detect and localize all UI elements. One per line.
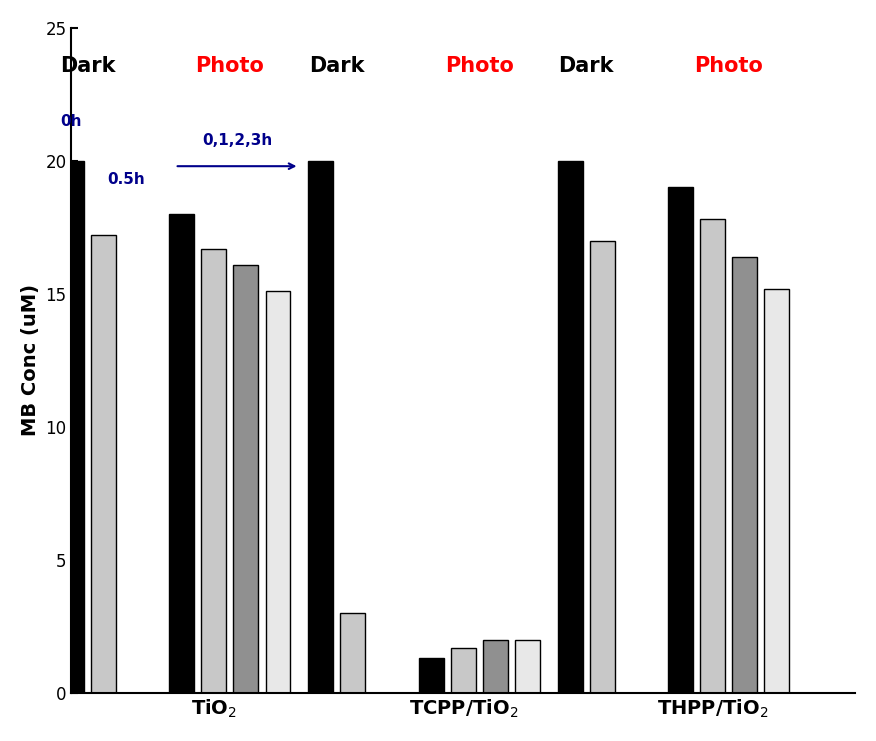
Bar — [91, 236, 116, 693]
Bar — [590, 241, 615, 693]
Bar — [201, 249, 226, 693]
Bar — [419, 659, 443, 693]
Text: Dark: Dark — [558, 56, 614, 76]
Bar — [451, 648, 476, 693]
Bar — [169, 214, 194, 693]
Bar — [308, 161, 333, 693]
Text: 0h: 0h — [60, 114, 82, 129]
Bar — [700, 219, 725, 693]
Bar — [59, 161, 84, 693]
Text: 0.5h: 0.5h — [107, 173, 145, 187]
Text: Dark: Dark — [60, 56, 115, 76]
Bar — [765, 288, 789, 693]
Bar — [483, 639, 508, 693]
Y-axis label: MB Conc (uM): MB Conc (uM) — [21, 285, 39, 436]
Bar — [265, 291, 291, 693]
Text: Photo: Photo — [445, 56, 513, 76]
Bar — [668, 187, 693, 693]
Bar — [515, 639, 540, 693]
Text: Photo: Photo — [195, 56, 265, 76]
Bar — [234, 265, 258, 693]
Bar — [558, 161, 583, 693]
Bar — [341, 614, 365, 693]
Text: 0,1,2,3h: 0,1,2,3h — [201, 133, 272, 147]
Text: Photo: Photo — [695, 56, 763, 76]
Text: Dark: Dark — [309, 56, 364, 76]
Bar — [732, 256, 757, 693]
